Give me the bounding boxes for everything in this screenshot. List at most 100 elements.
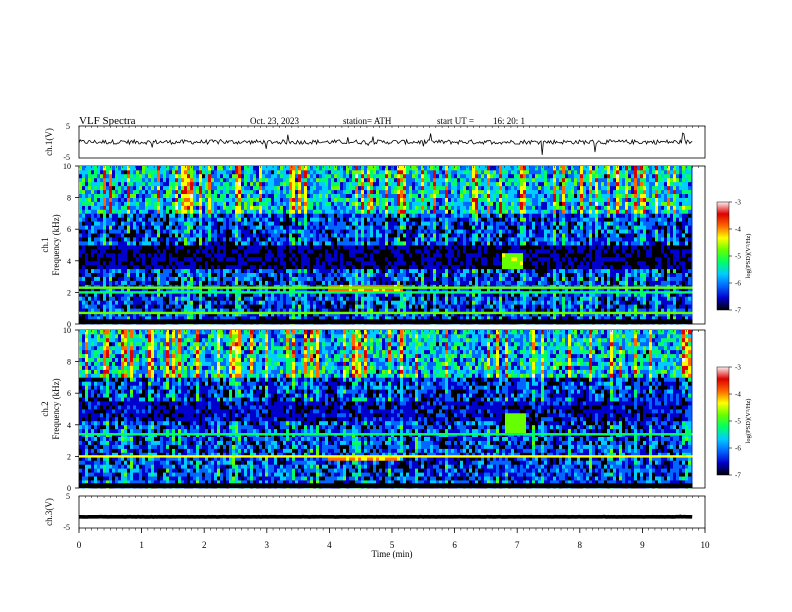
spectrogram-cell <box>247 201 251 206</box>
spectrogram-cell <box>166 288 170 293</box>
spectrogram-cell <box>133 213 137 218</box>
spectrogram-cell <box>127 197 131 202</box>
spectrogram-cell <box>262 185 266 191</box>
spectrogram-cell <box>370 248 374 254</box>
spectrogram-cell <box>232 205 236 210</box>
spectrogram-cell <box>166 272 170 277</box>
spectrogram-cell <box>79 221 83 226</box>
spectrogram-cell <box>361 272 365 277</box>
spectrogram-cell <box>181 177 185 183</box>
spectrogram-cell <box>229 209 233 214</box>
spectrogram-cell <box>202 296 206 301</box>
spectrogram-cell <box>100 185 104 191</box>
spectrogram-cell <box>394 221 398 226</box>
spectrogram-cell <box>235 241 239 246</box>
spectrogram-cell <box>403 268 407 273</box>
spectrogram-cell <box>313 221 317 226</box>
spectrogram-cell <box>430 169 434 175</box>
spectrogram-cell <box>118 233 122 238</box>
spectrogram-cell <box>184 166 188 171</box>
spectrogram-cell <box>103 177 107 183</box>
spectrogram-cell <box>310 252 314 258</box>
spectrogram-cell <box>373 280 377 285</box>
spectrogram-cell <box>184 252 188 258</box>
spectrogram-cell <box>310 241 314 246</box>
spectrogram-cell <box>403 237 407 242</box>
spectrogram-cell <box>280 256 284 262</box>
spectrogram-cell <box>436 296 440 301</box>
spectrogram-cell <box>91 213 95 218</box>
spectrogram-cell <box>418 193 422 198</box>
spectrogram-cell <box>388 181 392 187</box>
spectrogram-cell <box>241 248 245 254</box>
spectrogram-cell <box>259 169 263 175</box>
spectrogram-cell <box>253 241 257 246</box>
spectrogram-cell <box>163 201 167 206</box>
spectrogram-cell <box>301 316 305 321</box>
spectrogram-cell <box>79 241 83 246</box>
spectrogram-cell <box>100 169 104 175</box>
spectrogram-cell <box>412 308 416 313</box>
spectrogram-cell <box>271 213 275 218</box>
spectrogram-cell <box>157 201 161 206</box>
spectrogram-cell <box>451 316 455 321</box>
spectrogram-cell <box>418 276 422 281</box>
spectrogram-cell <box>190 268 194 273</box>
spectrogram-cell <box>118 256 122 262</box>
spectrogram-cell <box>388 197 392 202</box>
spectrogram-cell <box>223 169 227 175</box>
spectrogram-cell <box>301 260 305 266</box>
spectrogram-cell <box>91 268 95 273</box>
spectrogram-cell <box>145 173 149 179</box>
spectrogram-cell <box>151 312 155 317</box>
spectrogram-cell <box>139 197 143 202</box>
spectrogram-cell <box>136 217 140 222</box>
spectrogram-cell <box>136 276 140 281</box>
spectrogram-cell <box>205 217 209 222</box>
spectrogram-cell <box>169 193 173 198</box>
spectrogram-cell <box>181 173 185 179</box>
spectrogram-cell <box>391 189 395 194</box>
spectrogram-cell <box>211 280 215 285</box>
spectrogram-cell <box>406 189 410 194</box>
spectrogram-cell <box>181 233 185 238</box>
spectrogram-cell <box>172 280 176 285</box>
spectrogram-cell <box>370 217 374 222</box>
spectrogram-cell <box>106 304 110 309</box>
spectrogram-cell <box>259 304 263 309</box>
spectrogram-cell <box>193 177 197 183</box>
spectrogram-cell <box>133 237 137 242</box>
spectrogram-cell <box>190 276 194 281</box>
spectrogram-cell <box>139 169 143 175</box>
spectrogram-cell <box>100 312 104 317</box>
spectrogram-cell <box>277 205 281 210</box>
spectrogram-cell <box>421 245 425 250</box>
spectrogram-cell <box>190 288 194 293</box>
spectrogram-cell <box>271 177 275 183</box>
spectrogram-cell <box>424 316 428 321</box>
spectrogram-cell <box>172 268 176 273</box>
spectrogram-cell <box>445 197 449 202</box>
spectrogram-cell <box>418 237 422 242</box>
spectrogram-cell <box>391 300 395 305</box>
spectrogram-cell <box>94 312 98 317</box>
spectrogram-cell <box>424 300 428 305</box>
spectrogram-cell <box>112 260 116 266</box>
spectrogram-cell <box>181 296 185 301</box>
spectrogram-cell <box>382 177 386 183</box>
spectrogram-cell <box>82 276 86 281</box>
spectrogram-cell <box>289 197 293 202</box>
spectrogram-cell <box>133 225 137 230</box>
spectrogram-cell <box>115 276 119 281</box>
spectrogram-cell <box>274 256 278 262</box>
spectrogram-cell <box>376 288 380 293</box>
spectrogram-cell <box>340 169 344 175</box>
spectrogram-cell <box>427 229 431 234</box>
spectrogram-cell <box>451 245 455 250</box>
spectrogram-cell <box>85 225 89 230</box>
spectrogram-cell <box>373 276 377 281</box>
spectrogram-cell <box>331 256 335 262</box>
spectrogram-cell <box>265 197 269 202</box>
spectrogram-cell <box>403 233 407 238</box>
spectrogram-cell <box>151 189 155 194</box>
